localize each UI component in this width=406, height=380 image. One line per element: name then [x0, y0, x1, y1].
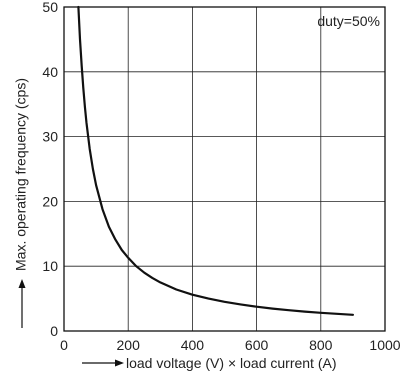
y-tick-label: 20: [42, 193, 58, 209]
series-layer: [77, 5, 354, 316]
series-line: [77, 5, 354, 316]
y-tick-label: 10: [42, 258, 58, 274]
y-tick-label: 50: [42, 0, 58, 15]
x-axis-label: load voltage (V) × load current (A): [126, 355, 337, 371]
y-tick-label: 30: [42, 129, 58, 145]
x-tick-labels: 0 200 400 600 800 1000: [60, 337, 401, 353]
duty-annotation: duty=50%: [317, 13, 380, 29]
x-axis-title: load voltage (V) × load current (A): [82, 355, 337, 371]
x-tick-label: 400: [181, 337, 205, 353]
x-tick-label: 800: [309, 337, 333, 353]
y-axis-title: Max. operating frequency (cps): [13, 78, 29, 328]
y-axis-arrow-head: [18, 279, 26, 288]
x-tick-label: 0: [60, 337, 68, 353]
y-tick-label: 40: [42, 64, 58, 80]
x-tick-label: 1000: [369, 337, 400, 353]
y-axis-label: Max. operating frequency (cps): [13, 78, 29, 271]
x-tick-label: 600: [245, 337, 269, 353]
grid-lines: [63, 6, 386, 332]
y-tick-label: 0: [50, 323, 58, 339]
x-axis-arrow-head: [115, 359, 124, 367]
x-tick-label: 200: [117, 337, 141, 353]
plot-frame: [63, 6, 386, 332]
y-tick-labels: 0 10 20 30 40 50: [42, 0, 58, 339]
